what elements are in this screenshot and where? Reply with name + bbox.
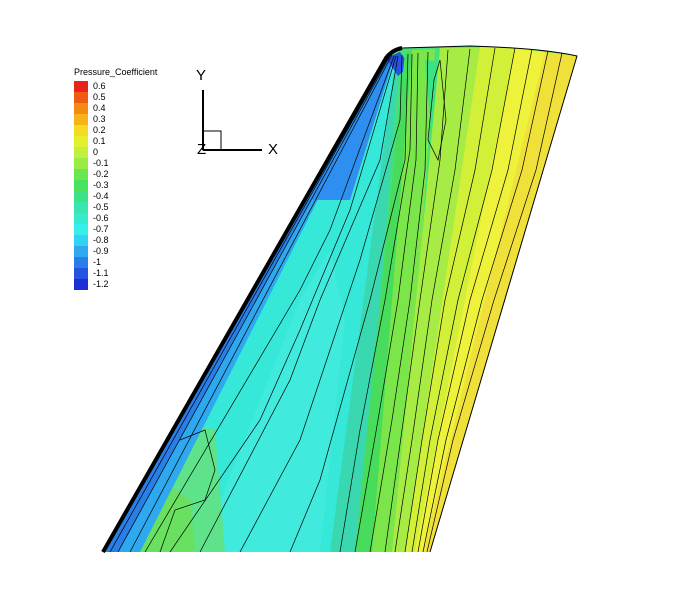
legend-entry: 0.4 xyxy=(74,103,194,114)
axis-triad xyxy=(202,90,262,151)
legend-swatch xyxy=(74,191,88,202)
contour-line xyxy=(394,48,471,552)
legend-entry: -0.5 xyxy=(74,202,194,213)
legend-swatch xyxy=(74,92,88,103)
legend-entry: -1.2 xyxy=(74,279,194,290)
contour-line xyxy=(117,55,391,552)
legend-label: -0.8 xyxy=(93,235,109,245)
legend-swatch xyxy=(74,158,88,169)
legend-swatch xyxy=(74,246,88,257)
legend-scale: 0.6 0.5 0.4 0.3 0.2 0.1 0 -0.1 -0.2 -0.3 -0.4 -0.5-… xyxy=(74,81,194,290)
y-axis-label: Y xyxy=(196,67,207,84)
leading-edge xyxy=(101,46,403,553)
legend-swatch xyxy=(74,224,88,235)
legend-entry: 0.6 xyxy=(74,81,194,92)
z-axis-label: Z xyxy=(197,141,207,158)
contour-line xyxy=(239,54,403,552)
legend-entry: -0.8 xyxy=(74,235,194,246)
legend-entry: -0.4 xyxy=(74,191,194,202)
x-axis-label: X xyxy=(268,141,279,158)
legend-swatch xyxy=(74,169,88,180)
legend-label: -0.6 xyxy=(93,213,109,223)
contour-line xyxy=(129,54,393,552)
legend-label: 0.6 xyxy=(93,81,106,91)
contour-line xyxy=(417,48,533,552)
legend-swatch xyxy=(74,213,88,224)
legend-label: -0.4 xyxy=(93,191,109,201)
contour-line xyxy=(426,52,563,552)
color-legend: Pressure_Coefficient 0.6 0.5 0.4 0.3 0.2 0.1 0… xyxy=(74,67,194,290)
contour-line xyxy=(199,55,399,552)
contour-line xyxy=(159,429,216,552)
contour-line xyxy=(422,50,549,552)
legend-swatch xyxy=(74,279,88,290)
contour-line xyxy=(404,47,496,552)
legend-label: -0.9 xyxy=(93,246,109,256)
region-trailing-edge xyxy=(423,52,577,552)
legend-entry: -1.1 xyxy=(74,268,194,279)
legend-entry: -1 xyxy=(74,257,194,268)
contour-line xyxy=(144,55,395,552)
legend-entry: 0 xyxy=(74,147,194,158)
contour-line xyxy=(427,59,447,162)
legend-label: -1.2 xyxy=(93,279,109,289)
contour-line xyxy=(339,53,413,552)
legend-entry: 0.1 xyxy=(74,136,194,147)
contour-line xyxy=(109,57,389,552)
region-cyan-inner xyxy=(200,250,345,552)
legend-label: -0.2 xyxy=(93,169,109,179)
legend-entry: -0.7 xyxy=(74,224,194,235)
contour-line xyxy=(169,55,397,552)
legend-title: Pressure_Coefficient xyxy=(74,67,158,77)
legend-entry: -0.6 xyxy=(74,213,194,224)
legend-label: -0.7 xyxy=(93,224,109,234)
legend-label: -0.1 xyxy=(93,158,109,168)
contour-line xyxy=(384,49,449,552)
legend-swatch xyxy=(74,81,88,92)
legend-entry: 0.5 xyxy=(74,92,194,103)
legend-swatch xyxy=(74,136,88,147)
legend-label: 0 xyxy=(93,147,99,157)
region-post-shock xyxy=(372,49,435,552)
legend-swatch xyxy=(74,125,88,136)
legend-swatch xyxy=(74,103,88,114)
legend-label: -0.5 xyxy=(93,202,109,212)
contour-line xyxy=(289,53,409,552)
contour-lines xyxy=(109,47,563,552)
legend-label: 0.3 xyxy=(93,114,106,124)
legend-entry: -0.1 xyxy=(74,158,194,169)
legend-label: 0.2 xyxy=(93,125,106,135)
contour-line xyxy=(411,47,516,552)
legend-swatch xyxy=(74,114,88,125)
legend-swatch xyxy=(74,147,88,158)
legend-label: 0.4 xyxy=(93,103,106,113)
contour-line xyxy=(354,52,419,552)
legend-label: -0.3 xyxy=(93,180,109,190)
legend-entry: 0.3 xyxy=(74,114,194,125)
legend-entry: -0.2 xyxy=(74,169,194,180)
legend-label: -1 xyxy=(93,257,102,267)
legend-label: 0.5 xyxy=(93,92,106,102)
legend-entry: -0.9 xyxy=(74,246,194,257)
legend-label: 0.1 xyxy=(93,136,106,146)
contour-line xyxy=(369,51,429,552)
legend-swatch xyxy=(74,202,88,213)
legend-swatch xyxy=(74,180,88,191)
legend-entry: -0.3 xyxy=(74,180,194,191)
z-axis-box xyxy=(202,130,222,151)
legend-swatch xyxy=(74,235,88,246)
legend-swatch xyxy=(74,257,88,268)
legend-label: -1.1 xyxy=(93,268,109,278)
legend-entry: 0.2 xyxy=(74,125,194,136)
legend-swatch xyxy=(74,268,88,279)
